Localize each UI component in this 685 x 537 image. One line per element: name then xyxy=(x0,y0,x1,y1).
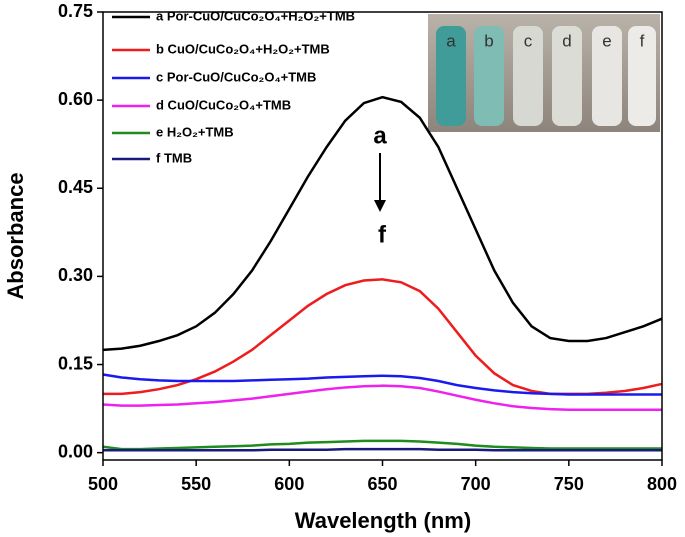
annotation: a xyxy=(373,122,387,149)
series-line xyxy=(102,373,662,396)
series-line xyxy=(102,95,663,352)
x-tick-label: 750 xyxy=(554,474,584,494)
legend-label: d CuO/CuCo₂O₄+TMB xyxy=(156,97,291,112)
inset-label: f xyxy=(640,31,645,50)
legend-label: c Por-CuO/CuCo₂O₄+TMB xyxy=(156,69,316,84)
y-tick-label: 0.30 xyxy=(58,265,93,285)
x-tick-label: 600 xyxy=(274,474,304,494)
legend-label: f TMB xyxy=(156,150,192,165)
y-tick-label: 0.75 xyxy=(58,1,93,21)
inset-photo xyxy=(428,14,660,132)
legend-label: b CuO/CuCo₂O₄+H₂O₂+TMB xyxy=(156,41,330,56)
x-tick-label: 650 xyxy=(367,474,397,494)
y-tick-label: 0.00 xyxy=(58,441,93,461)
legend-label: a Por-CuO/CuCo₂O₄+H₂O₂+TMB xyxy=(156,8,355,23)
legend-label: e H₂O₂+TMB xyxy=(156,124,234,139)
x-axis-title: Wavelength (nm) xyxy=(295,508,471,533)
x-tick-label: 550 xyxy=(181,474,211,494)
x-tick-label: 500 xyxy=(88,474,118,494)
inset-label: e xyxy=(602,31,611,50)
annotation: f xyxy=(378,221,387,248)
y-tick-label: 0.45 xyxy=(58,177,93,197)
arrow-head xyxy=(374,200,386,212)
y-tick-label: 0.15 xyxy=(58,353,93,373)
series-line xyxy=(103,447,662,452)
y-axis-title: Absorbance xyxy=(3,172,28,299)
inset-label: a xyxy=(446,31,456,50)
inset-label: b xyxy=(484,31,493,50)
x-tick-label: 700 xyxy=(461,474,491,494)
plot-frame xyxy=(102,11,663,461)
inset-label: d xyxy=(562,31,571,50)
x-tick-label: 800 xyxy=(647,474,677,494)
y-tick-label: 0.60 xyxy=(58,89,93,109)
inset-label: c xyxy=(524,31,533,50)
series-line xyxy=(102,384,662,412)
series-line xyxy=(102,439,662,451)
